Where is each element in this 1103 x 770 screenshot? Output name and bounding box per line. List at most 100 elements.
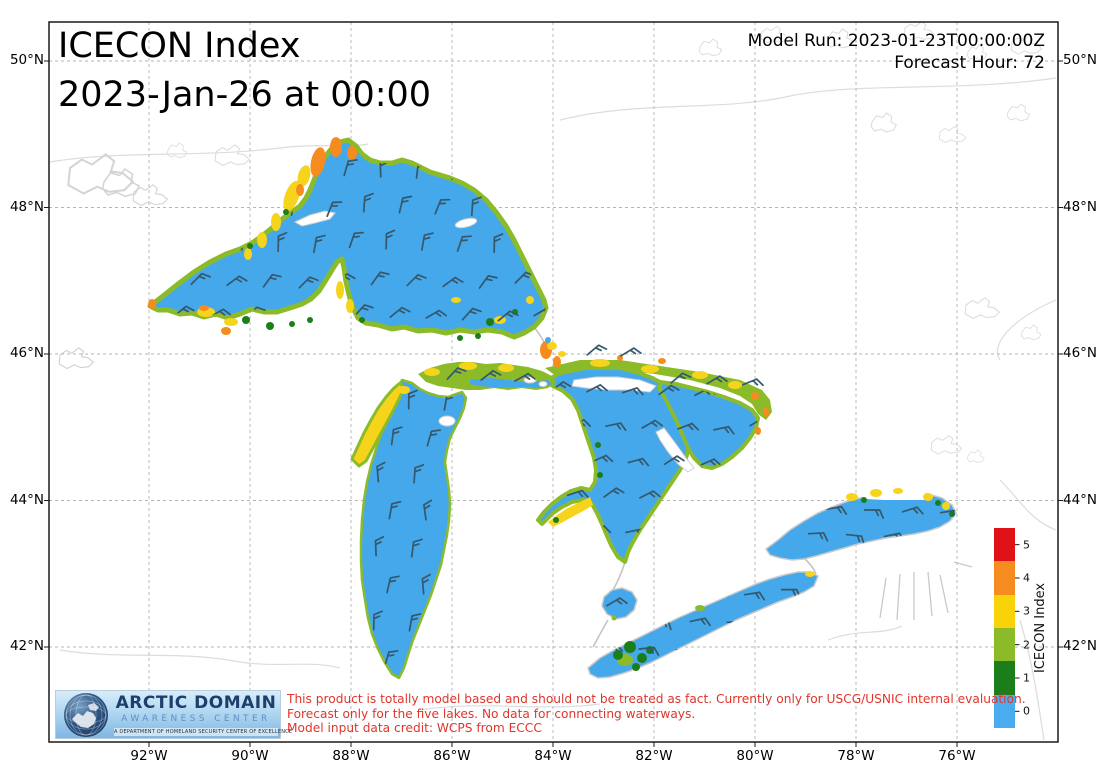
colorbar-segment-1 <box>994 661 1015 695</box>
beaver-island <box>438 415 456 427</box>
lat-label-right: 42°N <box>1063 638 1098 654</box>
lon-label: 82°W <box>635 748 673 764</box>
wind-barb-icon <box>182 192 197 215</box>
wind-barb-icon <box>735 454 758 469</box>
title-line-1: ICECON Index <box>58 26 301 66</box>
model-info: Model Run: 2023-01-23T00:00:00Z Forecast… <box>748 30 1054 74</box>
lat-label-right: 50°N <box>1063 52 1098 68</box>
axis-ticks <box>44 60 1063 747</box>
lon-label: 86°W <box>433 748 471 764</box>
wind-barb-icon <box>218 194 235 217</box>
wind-barb-icon <box>506 197 521 219</box>
isle-royale <box>293 210 336 227</box>
wind-barb-icon <box>726 620 748 632</box>
logo-title: ARCTIC DOMAIN <box>115 693 277 713</box>
wind-barb-icon <box>456 649 466 671</box>
logo-tagline: A DEPARTMENT OF HOMELAND SECURITY CENTER… <box>114 728 293 736</box>
wind-barb-icon <box>154 267 174 289</box>
logo-subtitle: AWARENESS CENTER <box>121 714 271 724</box>
lat-label-left: 50°N <box>9 52 44 68</box>
wind-barb-icon <box>817 584 818 600</box>
wind-barb-icon <box>669 591 691 601</box>
wind-barb-icon <box>697 527 720 544</box>
wind-barb-icon <box>163 155 174 177</box>
disclaimer-line-3: Model input data credit: WCPS from ECCC <box>287 721 542 736</box>
wind-barb-icon <box>800 614 818 628</box>
wind-barb-icon <box>317 310 340 329</box>
wind-barb-icon <box>960 538 979 548</box>
wind-barb-icon <box>824 645 844 658</box>
wind-barb-icon <box>620 345 642 364</box>
wind-barb-icon <box>712 646 735 661</box>
wind-barb-icon <box>462 427 466 448</box>
lat-label-right: 46°N <box>1063 345 1098 361</box>
wind-barb-icon <box>749 649 771 662</box>
colorbar-axis-label: ICECON Index <box>1033 582 1048 674</box>
colorbar-segment-4 <box>994 561 1015 595</box>
lat-label-right: 48°N <box>1063 198 1098 215</box>
lon-label: 78°W <box>837 748 875 764</box>
lat-label-left: 46°N <box>9 345 44 361</box>
colorbar-segment-0 <box>994 694 1015 728</box>
wind-barb-icon <box>674 492 697 508</box>
forecast-hour-text: Forecast Hour: 72 <box>894 53 1045 73</box>
colorbar-tick-0: 0 <box>1023 704 1030 718</box>
lon-label: 76°W <box>938 748 976 764</box>
wind-barb-icon <box>446 539 462 561</box>
wind-barb-icon <box>235 159 250 181</box>
icecon-fringe-patches <box>148 137 955 671</box>
wind-barb-icon <box>523 156 536 178</box>
wind-barb-icon <box>555 449 578 469</box>
globe-icon <box>64 693 108 737</box>
wind-barb-icon <box>921 535 943 547</box>
lon-label: 92°W <box>130 748 168 764</box>
disclaimer-line-1: This product is totally model based and … <box>287 692 1026 706</box>
lake-ontario <box>765 491 957 561</box>
land-outlines <box>49 21 1057 741</box>
wind-barb-icon <box>785 646 807 658</box>
wind-barb-icon <box>448 465 463 487</box>
wind-barb-icon <box>271 159 282 181</box>
finger-lakes-outlines <box>879 561 973 621</box>
colorbar <box>994 528 1015 728</box>
colorbar-tick-4: 4 <box>1023 571 1030 585</box>
plot-title: ICECON Index 2023-Jan-26 at 00:00 <box>58 22 431 120</box>
disclaimer-text: This product is totally model based and … <box>287 692 1026 736</box>
wind-barb-icon <box>458 575 466 597</box>
adac-logo: ARCTIC DOMAIN AWARENESS CENTER A DEPARTM… <box>55 690 293 739</box>
wind-barb-icon <box>661 524 684 542</box>
colorbar-tick-5: 5 <box>1023 538 1030 552</box>
colorbar-segment-3 <box>994 594 1015 628</box>
lon-label: 90°W <box>231 748 269 764</box>
wind-barb-icon <box>711 488 733 508</box>
colorbar-segment-2 <box>994 627 1015 662</box>
colorbar-segment-5 <box>994 528 1015 562</box>
lake-st-clair <box>601 587 638 620</box>
wind-barb-icon <box>199 157 212 179</box>
wind-barb-icon <box>762 622 784 634</box>
wind-barb-icon <box>674 649 696 660</box>
wind-barb-icon <box>838 619 857 628</box>
title-line-2: 2023-Jan-26 at 00:00 <box>58 75 432 115</box>
wind-barb-icon <box>733 525 755 539</box>
colorbar-tick-2: 2 <box>1023 638 1030 652</box>
wind-barb-icon <box>787 501 810 517</box>
lon-label: 80°W <box>736 748 774 764</box>
wind-barb-icon <box>254 194 266 216</box>
lat-label-left: 48°N <box>9 198 44 215</box>
michipicoten-island <box>454 217 478 229</box>
lat-label-left: 44°N <box>9 491 44 508</box>
wind-barb-icon <box>205 229 218 252</box>
wind-barb-icon <box>460 501 466 522</box>
wind-barb-icon <box>487 160 498 182</box>
wind-barb-icon <box>529 228 542 250</box>
lat-label-left: 42°N <box>9 638 44 654</box>
model-run-text: Model Run: 2023-01-23T00:00:00Z <box>747 31 1045 51</box>
lon-label: 88°W <box>332 748 370 764</box>
wind-barb-icon <box>542 193 546 216</box>
disclaimer-line-2: Forecast only for the five lakes. No dat… <box>287 706 696 721</box>
colorbar-tick-1: 1 <box>1023 671 1030 685</box>
wind-barb-icon <box>586 342 608 362</box>
